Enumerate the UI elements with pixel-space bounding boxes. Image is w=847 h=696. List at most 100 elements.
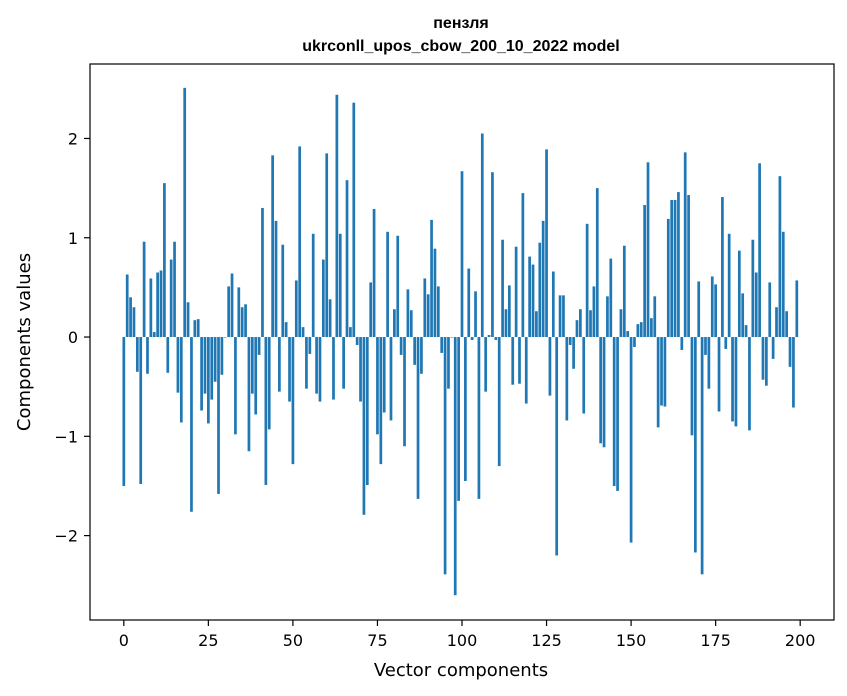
plot-frame (89, 63, 835, 621)
bar-160 (663, 337, 667, 407)
bar-46 (278, 337, 281, 392)
bar-2 (129, 297, 132, 338)
bar-6 (142, 241, 146, 338)
bar-53 (301, 327, 305, 338)
bar-36 (244, 304, 247, 338)
bar-164 (677, 192, 680, 338)
bar-127 (551, 271, 555, 338)
bar-134 (575, 320, 579, 338)
bar-178 (724, 337, 728, 349)
y-axis-label: Components values (14, 253, 35, 431)
x-tick-label-150: 150 (616, 631, 647, 650)
bar-16 (176, 337, 180, 393)
x-axis-label: Vector components (374, 660, 548, 681)
x-tick-label-50: 50 (283, 631, 303, 650)
bar-95 (443, 337, 447, 575)
bar-154 (643, 204, 646, 338)
bar-14 (169, 259, 173, 338)
bar-165 (680, 337, 684, 350)
bar-172 (704, 337, 707, 355)
bar-170 (697, 281, 701, 338)
bar-69 (355, 337, 359, 345)
bar-86 (413, 337, 417, 365)
bar-187 (754, 272, 758, 338)
bar-4 (135, 337, 139, 372)
bar-57 (315, 337, 318, 394)
bar-51 (294, 280, 298, 338)
y-axis-ticks: −2 −1 0 1 2 (54, 129, 90, 546)
bar-180 (731, 337, 734, 422)
bar-183 (741, 293, 745, 338)
bar-118 (521, 193, 525, 338)
bar-89 (423, 278, 427, 338)
bar-70 (359, 337, 362, 402)
bar-144 (609, 258, 613, 338)
bar-189 (761, 337, 765, 380)
bar-15 (173, 241, 176, 338)
bar-63 (335, 94, 339, 338)
bar-80 (393, 309, 396, 338)
bar-24 (203, 337, 207, 394)
bar-166 (683, 152, 687, 338)
bar-128 (555, 337, 559, 556)
bar-151 (633, 337, 636, 347)
bar-138 (589, 310, 592, 338)
bar-126 (548, 337, 552, 396)
bar-30 (223, 337, 227, 338)
y-tick-label-0: 0 (68, 328, 78, 347)
bar-131 (565, 337, 569, 421)
bar-35 (240, 307, 244, 338)
bar-87 (416, 337, 420, 499)
bar-141 (599, 337, 603, 444)
bar-3 (132, 307, 136, 338)
bar-175 (714, 284, 717, 338)
bar-29 (220, 337, 224, 375)
bar-49 (288, 337, 291, 402)
bar-104 (474, 291, 477, 338)
bar-153 (639, 322, 643, 338)
x-tick-label-25: 25 (198, 631, 218, 650)
bar-117 (518, 337, 521, 384)
bar-43 (267, 337, 271, 430)
bar-109 (491, 172, 494, 338)
bar-78 (386, 231, 389, 338)
bar-39 (254, 337, 258, 415)
x-axis-ticks: 0 25 50 75 100 125 150 175 200 (119, 620, 816, 650)
y-tick-label--2: −2 (54, 527, 78, 546)
bar-103 (470, 337, 474, 341)
bar-149 (626, 331, 630, 338)
bar-82 (399, 337, 403, 355)
bar-10 (156, 272, 159, 338)
bar-45 (274, 220, 278, 338)
bar-137 (585, 223, 589, 338)
x-tick-label-125: 125 (531, 631, 562, 650)
bar-197 (788, 337, 792, 367)
bar-122 (535, 311, 538, 338)
bar-168 (690, 337, 694, 436)
bar-76 (379, 337, 383, 465)
bar-28 (217, 337, 220, 494)
bar-177 (721, 197, 724, 338)
bar-114 (507, 285, 511, 338)
bar-133 (572, 337, 575, 369)
bar-67 (349, 327, 352, 338)
bar-56 (311, 233, 315, 338)
bar-125 (545, 149, 548, 338)
bar-68 (352, 102, 356, 338)
bar-163 (673, 200, 677, 338)
bar-162 (670, 200, 674, 338)
bar-157 (653, 296, 657, 338)
bar-25 (207, 337, 210, 424)
bar-94 (440, 337, 444, 353)
bar-195 (781, 231, 785, 338)
bar-52 (298, 146, 302, 338)
bar-132 (568, 337, 572, 345)
bar-18 (183, 87, 187, 338)
bar-41 (261, 207, 264, 338)
bar-47 (281, 244, 285, 338)
x-tick-label-200: 200 (785, 631, 816, 650)
bar-105 (477, 337, 481, 499)
bar-55 (308, 337, 312, 354)
chart-title: пензля (433, 15, 488, 32)
